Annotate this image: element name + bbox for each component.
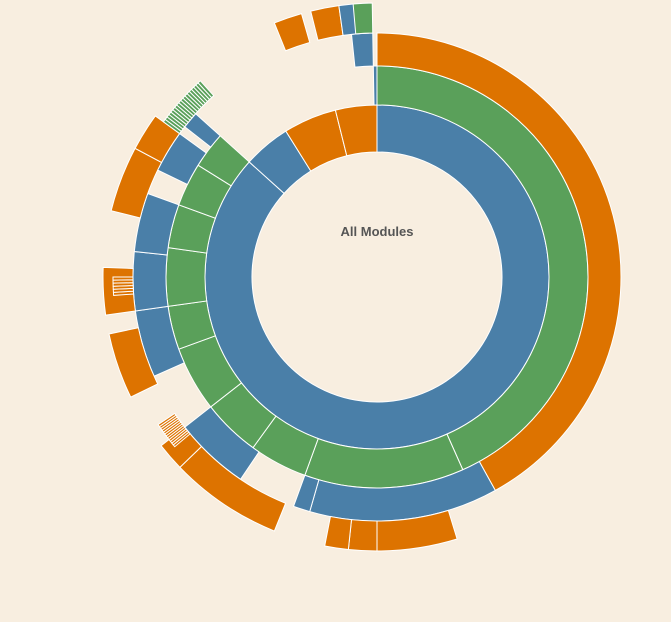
sunburst-arc-depth2-14[interactable]: [372, 65, 378, 106]
sunburst-arc-depth4-26[interactable]: [347, 519, 378, 552]
sunburst-arc-depth3-15[interactable]: [376, 32, 622, 492]
sunburst-arc-depth4-30[interactable]: [108, 327, 159, 398]
sunburst-arc-depth3-17[interactable]: [292, 474, 320, 513]
sunburst-arc-depth1-3[interactable]: [334, 104, 378, 157]
sunburst-sliver-0-17[interactable]: [197, 80, 215, 99]
sunburst-arc-depth4-34[interactable]: [273, 12, 311, 52]
sunburst-arc-depth3-24[interactable]: [350, 32, 374, 68]
sunburst-sliver-2-11[interactable]: [157, 412, 177, 428]
sunburst-arc-depth2-10[interactable]: [165, 247, 208, 307]
sunburst-arc-depth4-27[interactable]: [324, 515, 353, 551]
center-label: All Modules: [341, 224, 414, 239]
sunburst-arcs: [102, 2, 622, 552]
sunburst-sliver-1-5[interactable]: [112, 276, 134, 281]
sunburst-arc-depth3-20[interactable]: [132, 250, 169, 312]
sunburst-arc-depth4-35[interactable]: [310, 5, 344, 41]
sunburst-arc-depth4-37[interactable]: [352, 2, 374, 35]
sunburst-arc-depth3-21[interactable]: [133, 192, 180, 256]
